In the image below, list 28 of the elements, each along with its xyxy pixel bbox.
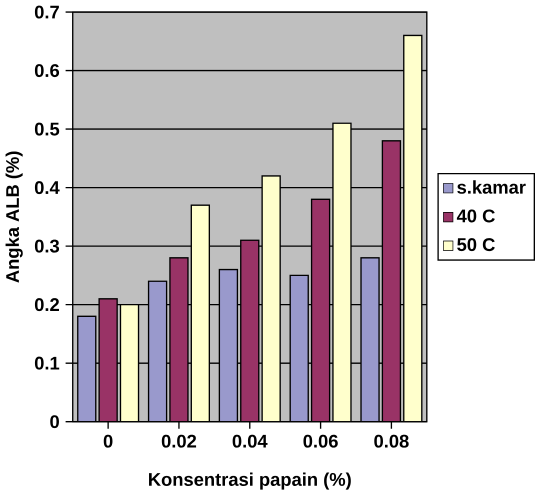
bar: [382, 140, 402, 422]
bar: [120, 304, 140, 422]
y-tick-label: 0.7: [34, 6, 59, 18]
y-axis-title: Angka ALB (%): [6, 151, 23, 283]
x-axis-title: Konsentrasi papain (%): [149, 472, 351, 490]
y-tick-label: 0.2: [34, 298, 59, 312]
bar: [310, 198, 330, 422]
x-tick-label: 0.06: [303, 434, 338, 448]
bar: [169, 257, 189, 422]
y-tick-label: 0.4: [34, 181, 60, 194]
y-tick-label: 0.1: [34, 356, 60, 370]
x-tick-label: 0.02: [162, 434, 196, 448]
legend-label: s.kamar: [457, 180, 526, 194]
bar: [403, 34, 422, 422]
bar: [261, 175, 281, 422]
bar: [332, 122, 352, 422]
y-tick-label: 0.5: [34, 122, 60, 136]
x-tick-label: 0.04: [232, 434, 268, 448]
y-tick-label: 0: [50, 415, 59, 428]
bar: [190, 204, 210, 422]
legend-label: 50 C: [457, 238, 495, 252]
x-tick-label: 0.08: [374, 434, 409, 448]
bar: [240, 240, 260, 422]
y-tick-label: 0.6: [34, 64, 60, 78]
legend-label: 40 C: [456, 209, 495, 222]
bar: [98, 298, 118, 422]
x-tick-label: 0: [104, 434, 112, 448]
y-tick-label: 0.3: [34, 240, 60, 253]
